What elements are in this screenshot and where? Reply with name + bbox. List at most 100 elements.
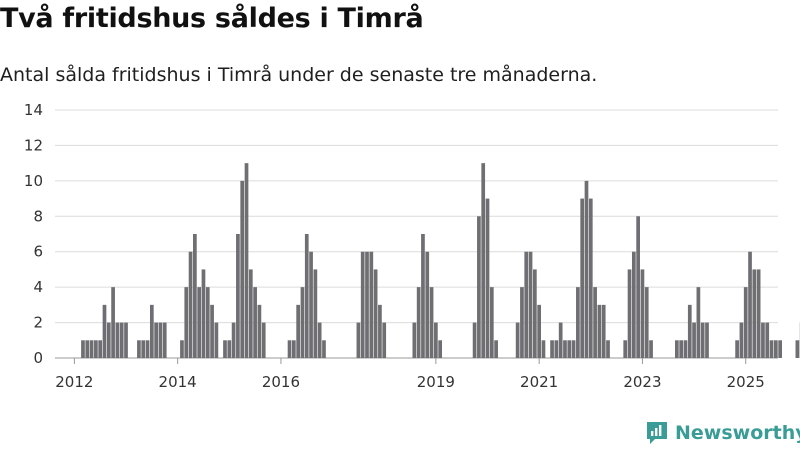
bar bbox=[532, 269, 537, 358]
bar bbox=[412, 322, 417, 358]
bar bbox=[700, 322, 705, 358]
bar bbox=[210, 304, 214, 358]
bar bbox=[752, 269, 757, 358]
bar bbox=[743, 287, 748, 358]
bar bbox=[675, 340, 679, 358]
bar bbox=[554, 340, 559, 358]
bar bbox=[472, 322, 477, 358]
bar bbox=[257, 304, 262, 358]
bar bbox=[623, 340, 628, 358]
bar bbox=[769, 340, 774, 358]
bar bbox=[580, 198, 585, 358]
bar bbox=[227, 340, 232, 358]
bar bbox=[205, 287, 210, 358]
bar bbox=[429, 287, 434, 358]
x-tick-label: 2025 bbox=[727, 373, 765, 391]
y-tick-label: 14 bbox=[24, 101, 43, 119]
bar bbox=[106, 322, 111, 358]
y-tick-label: 8 bbox=[33, 207, 43, 225]
bar bbox=[416, 287, 421, 358]
bar bbox=[683, 340, 688, 358]
bar bbox=[201, 269, 206, 358]
y-tick-label: 0 bbox=[33, 349, 43, 367]
bar bbox=[223, 340, 227, 358]
bar bbox=[765, 322, 770, 358]
bar bbox=[236, 234, 240, 358]
bar bbox=[124, 322, 128, 358]
bar bbox=[631, 251, 636, 358]
bar bbox=[593, 287, 597, 358]
bar bbox=[158, 322, 163, 358]
bar bbox=[735, 340, 739, 358]
bar bbox=[705, 322, 709, 358]
bar bbox=[696, 287, 701, 358]
bar bbox=[300, 287, 305, 358]
bar bbox=[692, 322, 696, 358]
bar bbox=[184, 287, 189, 358]
bar bbox=[571, 340, 576, 358]
bar bbox=[382, 322, 387, 358]
bar bbox=[261, 322, 266, 358]
bar bbox=[588, 198, 593, 358]
bar bbox=[180, 340, 184, 358]
bar bbox=[558, 322, 563, 358]
bar bbox=[188, 251, 193, 358]
bar bbox=[756, 269, 761, 358]
bar bbox=[304, 234, 309, 358]
bar bbox=[231, 322, 236, 358]
bar bbox=[98, 340, 103, 358]
bar bbox=[115, 322, 120, 358]
bar bbox=[515, 322, 520, 358]
bar bbox=[679, 340, 684, 358]
bar bbox=[576, 287, 580, 358]
chart-title: Två fritidshus såldes i Timrå bbox=[0, 3, 424, 34]
bar bbox=[601, 304, 606, 358]
bar bbox=[425, 251, 430, 358]
bar bbox=[477, 216, 481, 358]
x-tick-label: 2014 bbox=[159, 373, 197, 391]
bar bbox=[494, 340, 498, 358]
bar bbox=[317, 322, 322, 358]
brand-name: Newsworthy bbox=[675, 422, 800, 444]
bar bbox=[584, 180, 589, 358]
bar bbox=[119, 322, 124, 358]
bar bbox=[649, 340, 653, 358]
bar bbox=[434, 322, 438, 358]
x-tick-label: 2019 bbox=[417, 373, 455, 391]
brand-logo[interactable]: Newsworthy bbox=[645, 418, 800, 448]
bar bbox=[89, 340, 94, 358]
bar bbox=[244, 163, 249, 358]
bar bbox=[313, 269, 318, 358]
bar bbox=[111, 287, 115, 358]
bar bbox=[485, 198, 490, 358]
bar bbox=[687, 304, 692, 358]
bar bbox=[563, 340, 567, 358]
bar bbox=[240, 180, 245, 358]
bar bbox=[537, 304, 542, 358]
y-tick-label: 2 bbox=[33, 314, 43, 332]
bar bbox=[360, 251, 365, 358]
bar bbox=[137, 340, 141, 358]
bar bbox=[636, 216, 640, 358]
bar bbox=[541, 340, 546, 358]
bar bbox=[524, 251, 529, 358]
bar bbox=[627, 269, 632, 358]
bar bbox=[550, 340, 554, 358]
bar bbox=[438, 340, 443, 358]
bar bbox=[520, 287, 524, 358]
newsworthy-logo-icon bbox=[647, 422, 667, 444]
bar bbox=[378, 304, 382, 358]
bar bbox=[291, 340, 296, 358]
bar bbox=[369, 251, 374, 358]
bar bbox=[214, 322, 219, 358]
bar bbox=[773, 340, 778, 358]
bar bbox=[85, 340, 90, 358]
bar bbox=[373, 269, 378, 358]
bar bbox=[640, 269, 645, 358]
bar bbox=[365, 251, 369, 358]
bar bbox=[356, 322, 361, 358]
bar bbox=[421, 234, 425, 358]
bar bbox=[296, 304, 301, 358]
x-tick-label: 2021 bbox=[520, 373, 558, 391]
